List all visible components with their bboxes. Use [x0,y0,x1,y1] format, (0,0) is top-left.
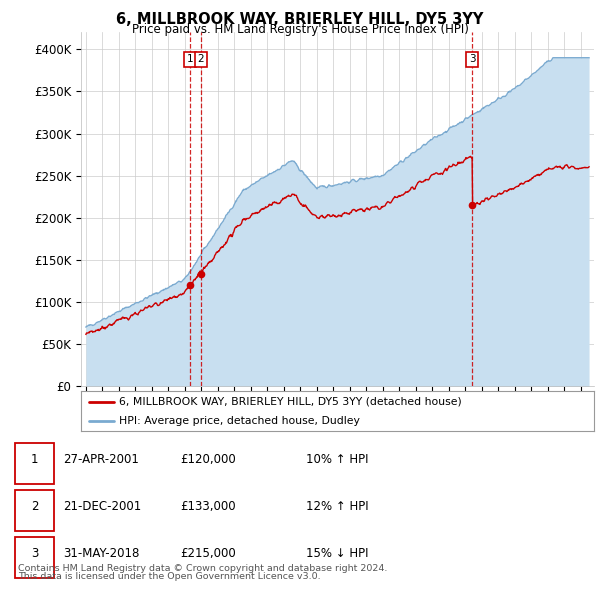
Text: £133,000: £133,000 [180,500,236,513]
Text: HPI: Average price, detached house, Dudley: HPI: Average price, detached house, Dudl… [119,416,361,425]
Text: 2: 2 [31,500,38,513]
Text: 6, MILLBROOK WAY, BRIERLEY HILL, DY5 3YY (detached house): 6, MILLBROOK WAY, BRIERLEY HILL, DY5 3YY… [119,397,462,407]
Text: Price paid vs. HM Land Registry's House Price Index (HPI): Price paid vs. HM Land Registry's House … [131,23,469,36]
Text: 27-APR-2001: 27-APR-2001 [63,453,139,466]
Text: 31-MAY-2018: 31-MAY-2018 [63,547,139,560]
Text: 15% ↓ HPI: 15% ↓ HPI [306,547,368,560]
Text: 12% ↑ HPI: 12% ↑ HPI [306,500,368,513]
Text: 1: 1 [31,453,38,466]
Text: £215,000: £215,000 [180,547,236,560]
Text: 3: 3 [469,54,476,64]
Text: 21-DEC-2001: 21-DEC-2001 [63,500,141,513]
Text: 10% ↑ HPI: 10% ↑ HPI [306,453,368,466]
Text: 1: 1 [187,54,194,64]
Text: 6, MILLBROOK WAY, BRIERLEY HILL, DY5 3YY: 6, MILLBROOK WAY, BRIERLEY HILL, DY5 3YY [116,12,484,27]
Text: This data is licensed under the Open Government Licence v3.0.: This data is licensed under the Open Gov… [18,572,320,581]
Text: Contains HM Land Registry data © Crown copyright and database right 2024.: Contains HM Land Registry data © Crown c… [18,563,388,572]
Text: 2: 2 [197,54,204,64]
Text: 3: 3 [31,547,38,560]
Text: £120,000: £120,000 [180,453,236,466]
